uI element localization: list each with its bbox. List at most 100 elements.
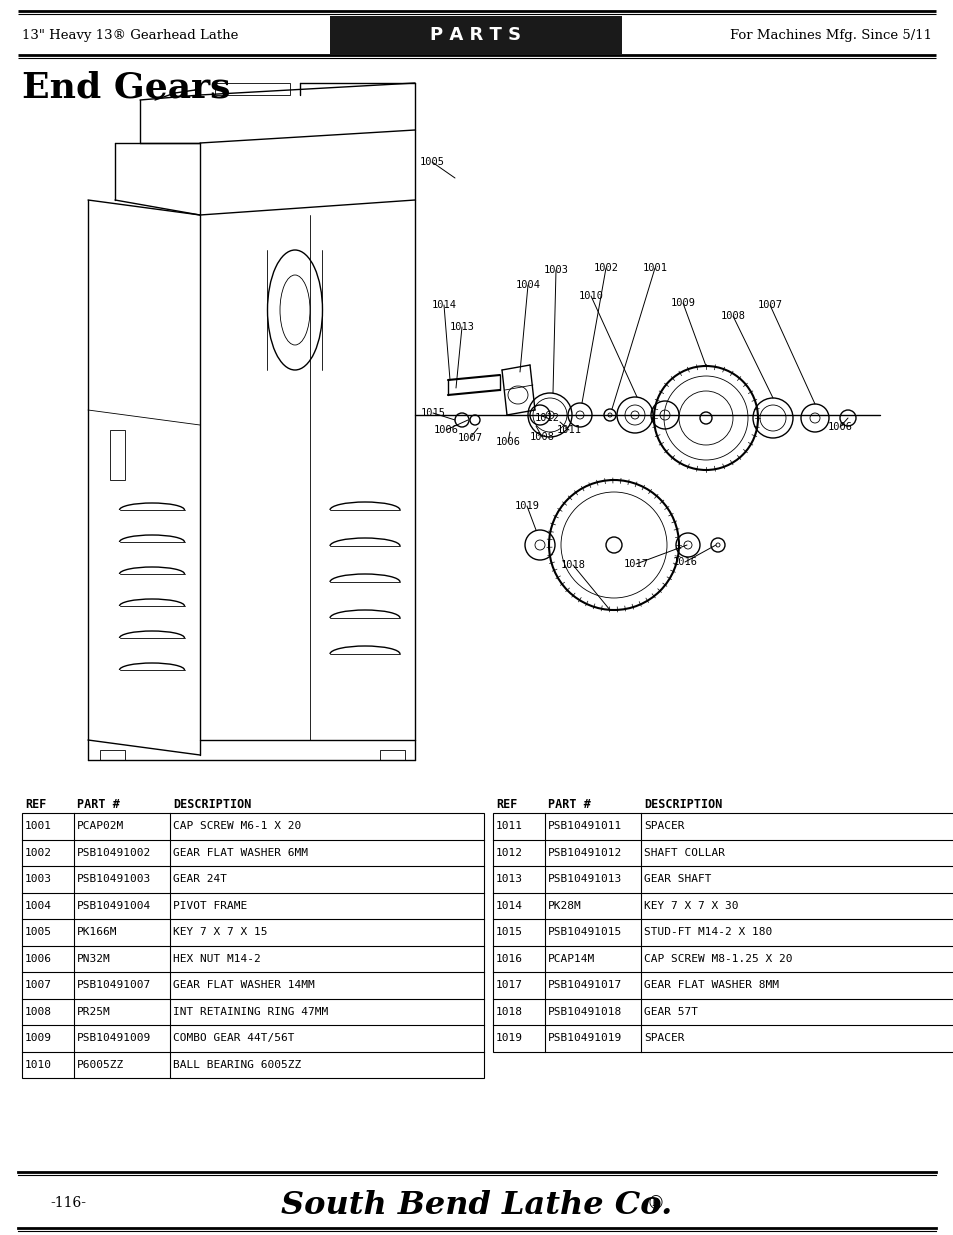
Text: REF: REF: [25, 799, 47, 811]
Text: 1008: 1008: [720, 311, 744, 321]
Text: PSB10491012: PSB10491012: [547, 847, 621, 858]
Text: 1003: 1003: [543, 266, 568, 275]
Text: CAP SCREW M8-1.25 X 20: CAP SCREW M8-1.25 X 20: [643, 953, 792, 963]
Text: PSB10491003: PSB10491003: [77, 874, 152, 884]
Text: 1016: 1016: [496, 953, 522, 963]
Text: 1006: 1006: [495, 437, 520, 447]
Text: GEAR 57T: GEAR 57T: [643, 1007, 698, 1016]
Text: 1005: 1005: [419, 157, 444, 167]
Text: 1014: 1014: [496, 900, 522, 910]
Bar: [379, 750, 405, 760]
Text: SHAFT COLLAR: SHAFT COLLAR: [643, 847, 724, 858]
Text: PSB10491004: PSB10491004: [77, 900, 152, 910]
Text: KEY 7 X 7 X 30: KEY 7 X 7 X 30: [643, 900, 738, 910]
Text: INT RETAINING RING 47MM: INT RETAINING RING 47MM: [172, 1007, 328, 1016]
Bar: [330, 16, 621, 54]
Text: STUD-FT M14-2 X 180: STUD-FT M14-2 X 180: [643, 927, 771, 937]
Text: PSB10491013: PSB10491013: [547, 874, 621, 884]
Text: GEAR FLAT WASHER 6MM: GEAR FLAT WASHER 6MM: [172, 847, 308, 858]
Text: 1006: 1006: [25, 953, 52, 963]
Text: ®: ®: [646, 1195, 664, 1213]
Text: PSB10491017: PSB10491017: [547, 981, 621, 990]
Bar: [110, 430, 125, 480]
Text: 1014: 1014: [431, 300, 456, 310]
Text: 1017: 1017: [496, 981, 522, 990]
Text: 1002: 1002: [25, 847, 52, 858]
Text: REF: REF: [496, 799, 517, 811]
Text: 1013: 1013: [449, 322, 474, 332]
Text: 1003: 1003: [25, 874, 52, 884]
Text: 1009: 1009: [670, 298, 695, 308]
Text: PCAP14M: PCAP14M: [547, 953, 595, 963]
Text: 1019: 1019: [496, 1034, 522, 1044]
Text: SPACER: SPACER: [643, 821, 684, 831]
Text: DESCRIPTION: DESCRIPTION: [643, 799, 721, 811]
Bar: [100, 750, 125, 760]
Text: HEX NUT M14-2: HEX NUT M14-2: [172, 953, 260, 963]
Text: 1009: 1009: [25, 1034, 52, 1044]
Text: KEY 7 X 7 X 15: KEY 7 X 7 X 15: [172, 927, 267, 937]
Text: 1018: 1018: [560, 559, 585, 571]
Text: 1012: 1012: [496, 847, 522, 858]
Text: PART #: PART #: [77, 799, 120, 811]
Text: PSB10491007: PSB10491007: [77, 981, 152, 990]
Text: PSB10491009: PSB10491009: [77, 1034, 152, 1044]
Text: 1002: 1002: [593, 263, 618, 273]
Text: P A R T S: P A R T S: [430, 26, 521, 44]
Text: 1004: 1004: [515, 280, 540, 290]
Text: PR25M: PR25M: [77, 1007, 111, 1016]
Text: PSB10491018: PSB10491018: [547, 1007, 621, 1016]
Text: 1015: 1015: [420, 408, 445, 417]
Text: 1005: 1005: [25, 927, 52, 937]
Text: 1007: 1007: [457, 433, 482, 443]
Bar: [22, 813, 483, 1078]
Text: End Gears: End Gears: [22, 70, 231, 105]
Text: PART #: PART #: [547, 799, 590, 811]
Text: GEAR FLAT WASHER 14MM: GEAR FLAT WASHER 14MM: [172, 981, 314, 990]
Text: 13" Heavy 13® Gearhead Lathe: 13" Heavy 13® Gearhead Lathe: [22, 28, 238, 42]
Text: PK166M: PK166M: [77, 927, 117, 937]
Text: 1019: 1019: [514, 501, 539, 511]
Text: 1011: 1011: [556, 425, 581, 435]
Text: GEAR SHAFT: GEAR SHAFT: [643, 874, 711, 884]
Text: PK28M: PK28M: [547, 900, 581, 910]
Text: BALL BEARING 6005ZZ: BALL BEARING 6005ZZ: [172, 1060, 301, 1070]
Text: 1017: 1017: [623, 559, 648, 569]
Text: 1001: 1001: [641, 263, 667, 273]
Text: PSB10491015: PSB10491015: [547, 927, 621, 937]
Text: 1004: 1004: [25, 900, 52, 910]
Text: PSB10491019: PSB10491019: [547, 1034, 621, 1044]
Text: South Bend Lathe Co.: South Bend Lathe Co.: [281, 1189, 672, 1220]
Text: 1001: 1001: [25, 821, 52, 831]
Text: P6005ZZ: P6005ZZ: [77, 1060, 124, 1070]
Text: GEAR FLAT WASHER 8MM: GEAR FLAT WASHER 8MM: [643, 981, 779, 990]
Text: GEAR 24T: GEAR 24T: [172, 874, 227, 884]
Text: -116-: -116-: [50, 1195, 86, 1210]
Text: For Machines Mfg. Since 5/11: For Machines Mfg. Since 5/11: [729, 28, 931, 42]
Text: 1015: 1015: [496, 927, 522, 937]
Text: 1007: 1007: [25, 981, 52, 990]
Text: 1008: 1008: [25, 1007, 52, 1016]
Text: PSB10491011: PSB10491011: [547, 821, 621, 831]
Text: PN32M: PN32M: [77, 953, 111, 963]
Text: PIVOT FRAME: PIVOT FRAME: [172, 900, 247, 910]
Text: DESCRIPTION: DESCRIPTION: [172, 799, 251, 811]
Text: 1008: 1008: [529, 432, 554, 442]
Text: 1007: 1007: [757, 300, 781, 310]
Text: PSB10491002: PSB10491002: [77, 847, 152, 858]
Text: SPACER: SPACER: [643, 1034, 684, 1044]
Text: 1013: 1013: [496, 874, 522, 884]
Text: 1010: 1010: [25, 1060, 52, 1070]
Text: PCAP02M: PCAP02M: [77, 821, 124, 831]
Text: 1006: 1006: [433, 425, 458, 435]
Bar: [493, 813, 953, 1051]
Text: CAP SCREW M6-1 X 20: CAP SCREW M6-1 X 20: [172, 821, 301, 831]
Text: 1006: 1006: [826, 422, 852, 432]
Text: 1010: 1010: [578, 291, 603, 301]
Text: COMBO GEAR 44T/56T: COMBO GEAR 44T/56T: [172, 1034, 294, 1044]
Text: 1011: 1011: [496, 821, 522, 831]
Text: 1018: 1018: [496, 1007, 522, 1016]
Text: 1016: 1016: [672, 557, 697, 567]
Bar: [214, 83, 290, 95]
Text: 1012: 1012: [534, 412, 558, 424]
